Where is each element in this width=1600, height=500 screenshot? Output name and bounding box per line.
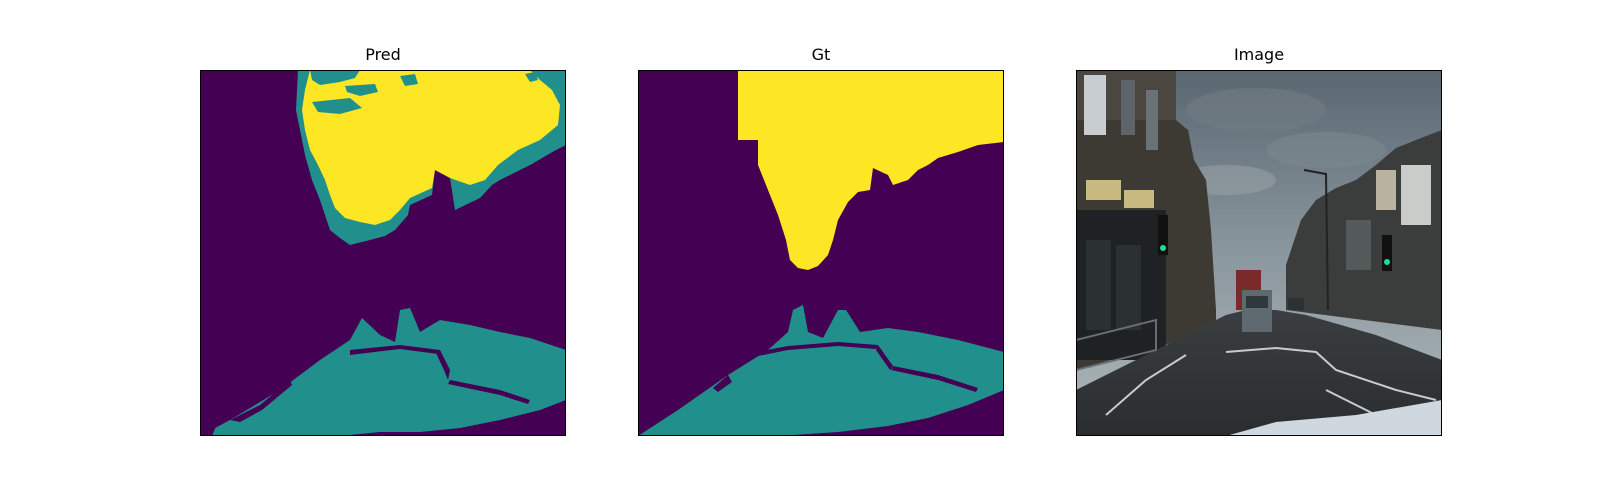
street-photo [1076,70,1442,436]
road-surface [1076,310,1442,436]
cloud [1266,132,1386,168]
pred-segmentation-panel [200,70,566,436]
gt-segmentation-panel [638,70,1004,436]
pred-sky-patch [345,84,378,96]
building-facade [1376,170,1396,210]
pred-sky-patch [310,70,360,85]
pred-panel-title: Pred [365,45,401,64]
parked-car [1288,298,1304,310]
shop-sign [1086,180,1121,200]
image-frame [1076,70,1442,436]
pred-sky-region [302,70,560,225]
road-marking [1105,354,1187,416]
cloud [1186,88,1326,132]
pred-sky-patch [312,98,362,114]
gt-segmentation-map [638,70,1004,436]
pred-road-edge [200,405,225,436]
railing [1076,318,1157,372]
building-facade [1346,220,1371,270]
pred-sky-patch [555,90,566,104]
image-panel-title: Image [1233,45,1285,64]
pred-road-region [200,308,566,436]
van-window [1246,296,1268,308]
gt-sky-region [738,70,1004,270]
gt-road-marking [876,345,893,370]
road-marking [1225,346,1437,401]
building-window [1084,75,1106,135]
gt-road-marking [891,366,978,392]
street-photo-panel [1076,70,1442,436]
pred-frame [200,70,566,436]
pred-sky-patch [525,72,538,82]
pred-road-marking [448,380,530,404]
gt-road-region [638,305,1004,436]
gt-road-marking [756,342,878,356]
traffic-light-green [1384,259,1390,265]
building-window [1121,80,1135,135]
gt-panel-title: Gt [811,45,831,64]
building-window [1146,90,1158,150]
traffic-light [1158,215,1168,255]
pred-road-marking [350,345,440,355]
traffic-light-green [1160,245,1166,251]
shop-window [1086,240,1111,330]
pred-road-marking [436,350,450,380]
shop-sign [1124,190,1154,208]
car-bonnet [1226,400,1442,436]
pred-road-marking [230,380,292,422]
gt-frame [638,70,1004,436]
traffic-light [1382,235,1392,271]
pred-segmentation-map [200,70,566,436]
gt-road-marking [713,375,732,392]
pred-sky-patch [400,74,418,86]
street-lamp [1303,169,1329,311]
building-facade [1401,165,1431,225]
shop-window [1116,245,1141,330]
